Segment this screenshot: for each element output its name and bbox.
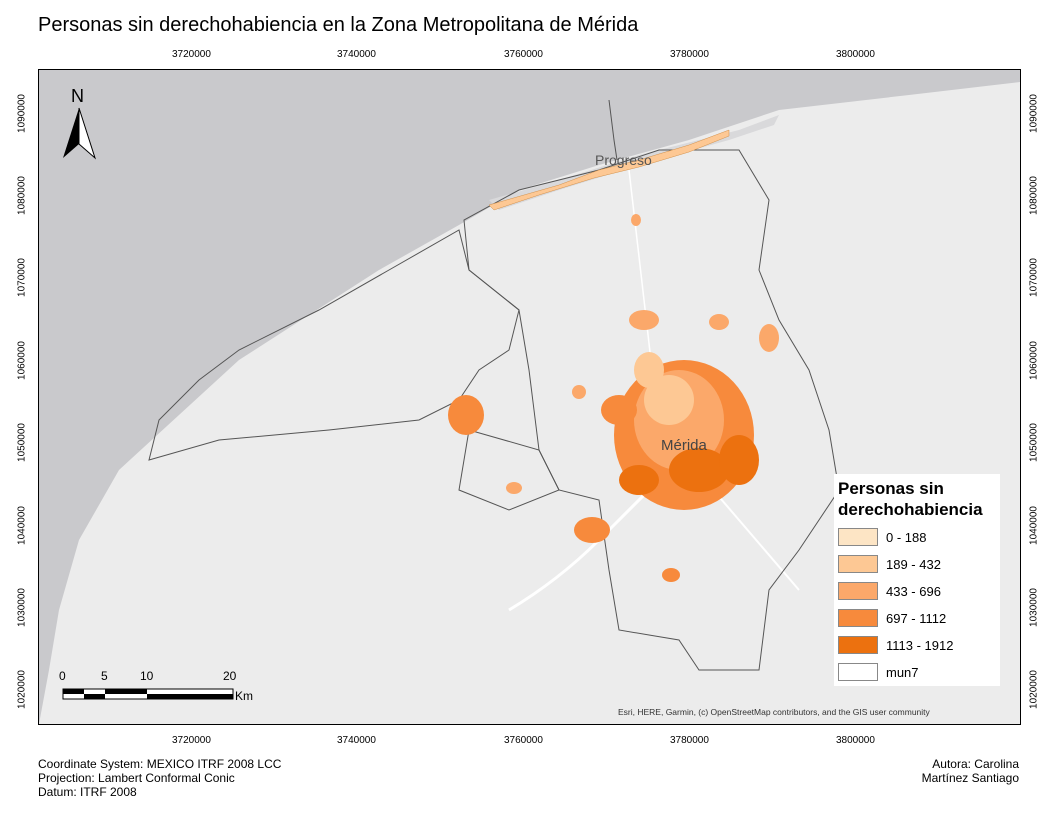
y-tick-left: 1050000 [16, 423, 28, 462]
coordinate-system: Coordinate System: MEXICO ITRF 2008 LCC [38, 757, 282, 771]
y-tick-left: 1060000 [16, 341, 28, 380]
scale-label: 0 [59, 669, 66, 683]
legend-title: Personas sin derechohabiencia [838, 478, 983, 520]
legend-label: 0 - 188 [886, 529, 927, 545]
municipality-boundary [458, 429, 560, 511]
datum: Datum: ITRF 2008 [38, 785, 137, 799]
y-tick-right: 1020000 [1028, 670, 1040, 709]
map-credits: Esri, HERE, Garmin, (c) OpenStreetMap co… [618, 707, 930, 717]
x-tick-top: 3780000 [670, 49, 709, 60]
north-arrow-icon [63, 107, 97, 160]
legend-swatch [838, 609, 878, 627]
map-info: Coordinate System: MEXICO ITRF 2008 LCC … [38, 757, 281, 799]
pier [608, 99, 618, 161]
y-tick-left: 1090000 [16, 94, 28, 133]
y-tick-left: 1040000 [16, 506, 28, 545]
localities[interactable] [448, 214, 779, 582]
legend-swatch [838, 636, 878, 654]
legend-item: 1113 - 1912 [838, 636, 953, 654]
author-line1: Autora: Carolina [932, 757, 1019, 771]
merida-urban-area[interactable] [601, 352, 759, 510]
legend-title-line1: Personas sin [838, 479, 944, 498]
scale-unit: Km [235, 689, 253, 703]
sea-area [39, 70, 1020, 724]
scale-bar [62, 688, 234, 700]
y-tick-right: 1040000 [1028, 506, 1040, 545]
x-tick-bottom: 3780000 [670, 735, 709, 746]
y-tick-right: 1050000 [1028, 423, 1040, 462]
legend-item: 189 - 432 [838, 555, 941, 573]
place-label-merida: Mérida [661, 437, 708, 454]
municipality-boundary [148, 229, 520, 461]
y-tick-right: 1080000 [1028, 176, 1040, 215]
legend-swatch [838, 582, 878, 600]
legend-item: mun7 [838, 663, 919, 681]
legend-item: 697 - 1112 [838, 609, 946, 627]
y-tick-right: 1070000 [1028, 258, 1040, 297]
y-tick-left: 1030000 [16, 588, 28, 627]
x-tick-bottom: 3760000 [504, 735, 543, 746]
projection: Projection: Lambert Conformal Conic [38, 771, 235, 785]
scale-label: 20 [223, 669, 237, 683]
y-tick-right: 1030000 [1028, 588, 1040, 627]
x-tick-top: 3740000 [337, 49, 376, 60]
legend-swatch [838, 663, 878, 681]
legend-label: 433 - 696 [886, 583, 941, 599]
x-tick-top: 3720000 [172, 49, 211, 60]
legend-item: 0 - 188 [838, 528, 926, 546]
legend-swatch [838, 528, 878, 546]
place-label-progreso: Progreso [595, 152, 652, 168]
x-tick-top: 3800000 [836, 49, 875, 60]
y-tick-left: 1070000 [16, 258, 28, 297]
x-tick-bottom: 3800000 [836, 735, 875, 746]
progreso-urban-strip [488, 129, 730, 211]
map-title: Personas sin derechohabiencia en la Zona… [38, 14, 639, 36]
x-tick-bottom: 3720000 [172, 735, 211, 746]
author: Autora: Carolina Martínez Santiago [922, 757, 1019, 785]
scale-label: 10 [140, 669, 154, 683]
y-tick-right: 1060000 [1028, 341, 1040, 380]
legend-item: 433 - 696 [838, 582, 941, 600]
legend-label: mun7 [886, 664, 919, 680]
author-line2: Martínez Santiago [921, 771, 1019, 785]
legend-title-line2: derechohabiencia [838, 500, 983, 519]
y-tick-left: 1020000 [16, 670, 28, 709]
legend-label: 189 - 432 [886, 556, 941, 572]
map-canvas[interactable]: Progreso Mérida N [39, 70, 1020, 724]
x-tick-bottom: 3740000 [337, 735, 376, 746]
legend: Personas sin derechohabiencia 0 - 188 18… [834, 474, 1000, 686]
north-arrow-label: N [71, 86, 84, 106]
legend-label: 1113 - 1912 [886, 637, 954, 653]
y-tick-left: 1080000 [16, 176, 28, 215]
map-frame[interactable]: Progreso Mérida N 0 5 10 20 Km Esri, HER… [38, 69, 1021, 725]
x-tick-top: 3760000 [504, 49, 543, 60]
legend-label: 697 - 1112 [886, 610, 947, 626]
legend-swatch [838, 555, 878, 573]
y-tick-right: 1090000 [1028, 94, 1040, 133]
scale-label: 5 [101, 669, 108, 683]
